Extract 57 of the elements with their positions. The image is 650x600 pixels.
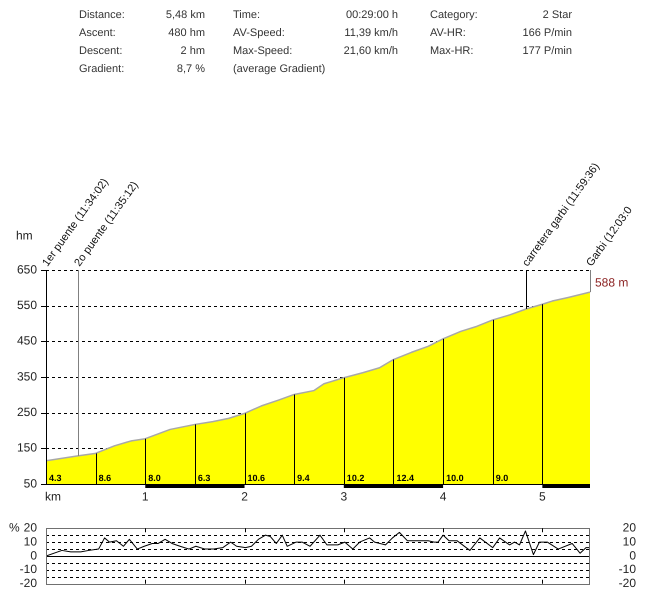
text: Category: [430, 8, 478, 22]
text: 8,7 % [176, 62, 205, 76]
text: Max-Speed: [233, 44, 292, 58]
x-tick-label: 2 [241, 490, 248, 504]
text: 11,39 km/h [344, 26, 398, 40]
y-tick-label: 0 [30, 548, 38, 562]
text: 21,60 km/h [344, 44, 398, 58]
x-tick-label: 4 [440, 490, 447, 504]
text: Time: [233, 8, 260, 22]
x-tick-label: 1 [142, 490, 149, 504]
text: 166 P/min [522, 26, 572, 40]
annotation: 10.6 [248, 472, 266, 483]
annotation: 9.0 [496, 472, 508, 483]
annotation: 4.3 [49, 472, 62, 483]
text: Descent: [79, 44, 122, 58]
y-tick-label: 250 [16, 404, 38, 419]
annotation: 10.0 [446, 472, 464, 483]
data-label: 588 m [595, 275, 628, 290]
annotation: 9.4 [297, 472, 310, 483]
annotation: 12.4 [396, 472, 414, 483]
annotation: 10.2 [346, 472, 364, 483]
y-tick-label: -20 [20, 576, 38, 590]
text: 480 hm [168, 26, 205, 40]
annotation: 8.6 [98, 472, 112, 483]
y2-tick-label: 20 [622, 520, 636, 535]
y-tick-label: 350 [16, 369, 38, 384]
text: Gradient: [79, 62, 124, 76]
text: AV-Speed: [233, 26, 285, 40]
text: 00:29:00 h [346, 8, 398, 22]
y-tick-label: 20 [24, 520, 38, 535]
y2-tick-label: -20 [618, 576, 636, 590]
y-tick-label: 650 [16, 262, 38, 276]
x-tick-label: 3 [340, 490, 348, 504]
y2-tick-label: 10 [622, 534, 636, 548]
text: (average Gradient) [233, 62, 326, 76]
text: AV-HR: [430, 26, 466, 40]
y-tick-label: 450 [16, 334, 38, 348]
text: Ascent: [79, 26, 116, 40]
y-tick-label: 150 [16, 440, 38, 455]
y2-tick-label: -10 [618, 562, 636, 576]
y-tick-label: 50 [24, 476, 38, 490]
text: 5,48 km [166, 8, 205, 22]
text: 2 Star [542, 8, 572, 22]
annotation: 6.3 [198, 472, 210, 483]
y-tick-label: 550 [16, 298, 38, 312]
annotation: 8.0 [148, 472, 161, 483]
text: Distance: [79, 8, 125, 22]
y-axis-title: hm [16, 228, 33, 242]
y-tick-label: 10 [24, 534, 38, 548]
y-tick-label: -10 [20, 562, 38, 576]
text: Max-HR: [430, 44, 474, 58]
text: 2 hm [180, 44, 205, 58]
x-axis-title: km [45, 489, 61, 504]
x-tick-label: 5 [539, 490, 546, 504]
y2-tick-label: 0 [629, 548, 636, 562]
text: 177 P/min [522, 44, 572, 58]
y-axis-title: % [8, 520, 20, 535]
